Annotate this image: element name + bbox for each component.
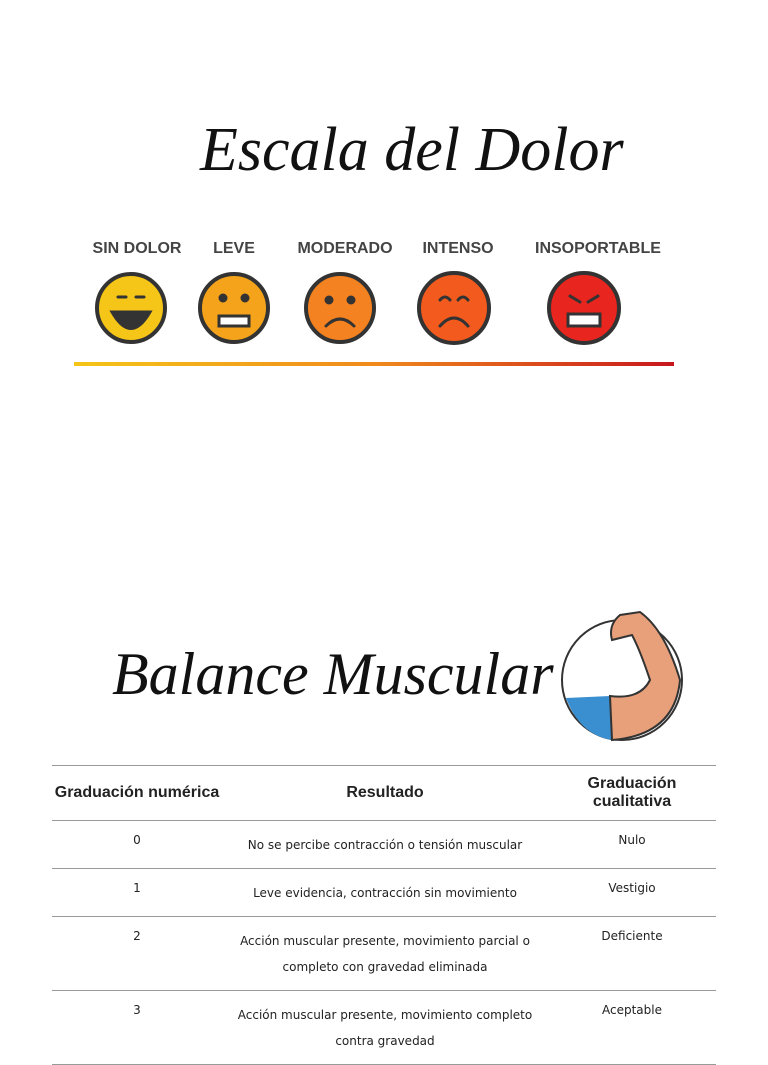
- table-cell: 2: [52, 916, 222, 991]
- table-row: 0 No se percibe contracción o tensión mus…: [52, 820, 716, 869]
- pain-label: LEVE: [213, 240, 255, 257]
- page: Escala del Dolor SIN DOLOR LEVE MODERADO…: [52, 116, 716, 1065]
- pain-label: INTENSO: [422, 240, 494, 257]
- table-cell: Acción muscular presente, movimiento par…: [222, 916, 548, 991]
- table-cell: Deficiente: [548, 916, 716, 991]
- table-cell: No se percibe contracción o tensión musc…: [222, 820, 548, 869]
- column-header: Graduación numérica: [52, 765, 222, 821]
- table-cell: 0: [52, 820, 222, 869]
- table-cell: Aceptable: [548, 990, 716, 1065]
- table-cell: Vestigio: [548, 868, 716, 917]
- pain-label: SIN DOLOR: [92, 240, 182, 257]
- section-title: Balance Muscular: [112, 641, 554, 707]
- table-row: 2 Acción muscular presente, movimiento pa…: [52, 916, 716, 991]
- column-header: Graduación cualitativa: [548, 765, 716, 821]
- table: Graduación numérica Resultado Graduación…: [52, 765, 716, 1065]
- illustrations: [74, 271, 683, 742]
- table-cell: 1: [52, 868, 222, 917]
- faces: [95, 271, 621, 345]
- page-title: Escala del Dolor: [200, 116, 624, 184]
- pain-label: INSOPORTABLE: [535, 240, 661, 257]
- header-row: Graduación numérica Resultado Graduación…: [52, 765, 716, 821]
- pain-label: MODERADO: [297, 240, 393, 257]
- table-row: 3 Acción muscular presente, movimiento co…: [52, 990, 716, 1065]
- table-cell: Acción muscular presente, movimiento com…: [222, 990, 548, 1065]
- scale-bar: [74, 362, 674, 366]
- table-row: 1 Leve evidencia, contracción sin movimie…: [52, 868, 716, 917]
- table-cell: Nulo: [548, 820, 716, 869]
- table-cell: 3: [52, 990, 222, 1065]
- table-cell: Leve evidencia, contracción sin movimien…: [222, 868, 548, 917]
- bicep-icon: [561, 610, 683, 742]
- column-header: Resultado: [222, 765, 548, 821]
